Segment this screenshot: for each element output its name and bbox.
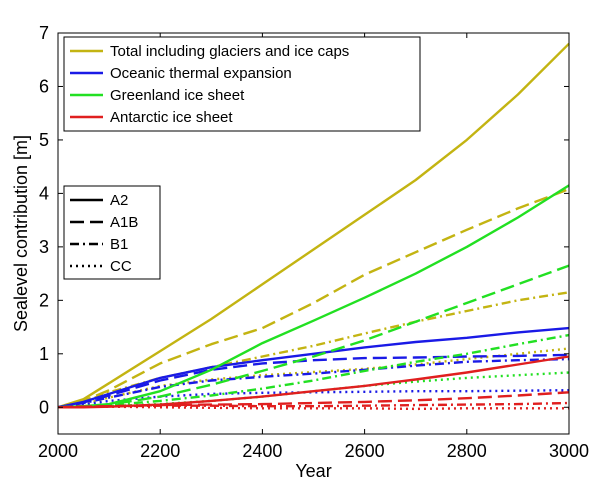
series-line-total-a2: [57, 42, 570, 409]
style-legend-label: A2: [110, 192, 128, 209]
x-tick-label: 2000: [38, 441, 78, 461]
series-line-total-cc: [57, 347, 570, 409]
series-line-antarctic-cc: [57, 405, 569, 411]
color-legend-box: [63, 36, 421, 132]
series-layer: [57, 42, 570, 411]
color-legend-label: Total including glaciers and ice caps: [110, 43, 349, 60]
series-line-oceanic-b1: [57, 357, 570, 409]
y-axis-label: Sealevel contribution [m]: [11, 135, 31, 332]
series-line-total-a1b: [57, 187, 570, 409]
line-style-legend: A2 A1B B1 CC: [63, 185, 161, 280]
style-legend-label: CC: [110, 258, 132, 275]
y-tick-label: 7: [39, 23, 49, 43]
color-legend-label: Greenland ice sheet: [110, 87, 245, 104]
color-legend-label: Antarctic ice sheet: [110, 109, 233, 126]
y-tick-label: 1: [39, 344, 49, 364]
x-tick-label: 2800: [447, 441, 487, 461]
series-line-antarctic-b1: [57, 401, 570, 409]
x-tick-label: 2400: [242, 441, 282, 461]
x-axis-label: Year: [295, 461, 331, 481]
y-tick-label: 4: [39, 183, 49, 203]
x-tick-label: 2200: [140, 441, 180, 461]
y-tick-label: 3: [39, 237, 49, 257]
style-legend-box: [63, 185, 161, 280]
y-tick-label: 0: [39, 397, 49, 417]
plot-area-frame: [57, 32, 570, 435]
y-tick-label: 5: [39, 130, 49, 150]
color-legend-label: Oceanic thermal expansion: [110, 65, 292, 82]
series-line-oceanic-a2: [57, 326, 570, 409]
x-tick-label: 3000: [549, 441, 589, 461]
style-legend-label: A1B: [110, 214, 138, 231]
y-tick-label: 2: [39, 290, 49, 310]
series-line-antarctic-a2: [58, 355, 570, 409]
axis-ticks: 2000 2200 2400 2600 2800 3000 0 1 2 3 4 5 6 7: [38, 23, 589, 461]
style-legend-label: B1: [110, 236, 128, 253]
x-tick-label: 2600: [345, 441, 385, 461]
y-tick-label: 6: [39, 76, 49, 96]
color-legend: Total including glaciers and ice caps Oce…: [63, 36, 421, 132]
series-line-oceanic-a1b: [57, 353, 570, 409]
